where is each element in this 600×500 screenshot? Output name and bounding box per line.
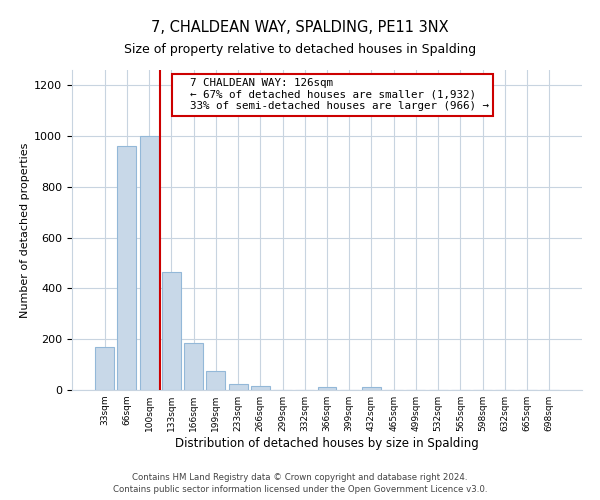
Text: 7 CHALDEAN WAY: 126sqm
  ← 67% of detached houses are smaller (1,932)
  33% of s: 7 CHALDEAN WAY: 126sqm ← 67% of detached… [176,78,488,111]
Bar [362,388,381,390]
Bar [206,371,225,390]
Bar [317,388,337,390]
Y-axis label: Number of detached properties: Number of detached properties [20,142,30,318]
X-axis label: Distribution of detached houses by size in Spalding: Distribution of detached houses by size … [175,437,479,450]
Text: Contains HM Land Registry data © Crown copyright and database right 2024.: Contains HM Land Registry data © Crown c… [132,473,468,482]
Bar [140,136,158,390]
Bar [162,272,181,390]
Bar [229,384,248,390]
Bar [95,347,114,390]
Bar [184,343,203,390]
Bar [118,146,136,390]
Text: Contains public sector information licensed under the Open Government Licence v3: Contains public sector information licen… [113,486,487,494]
Text: Size of property relative to detached houses in Spalding: Size of property relative to detached ho… [124,42,476,56]
Bar [251,386,270,390]
Text: 7, CHALDEAN WAY, SPALDING, PE11 3NX: 7, CHALDEAN WAY, SPALDING, PE11 3NX [151,20,449,35]
